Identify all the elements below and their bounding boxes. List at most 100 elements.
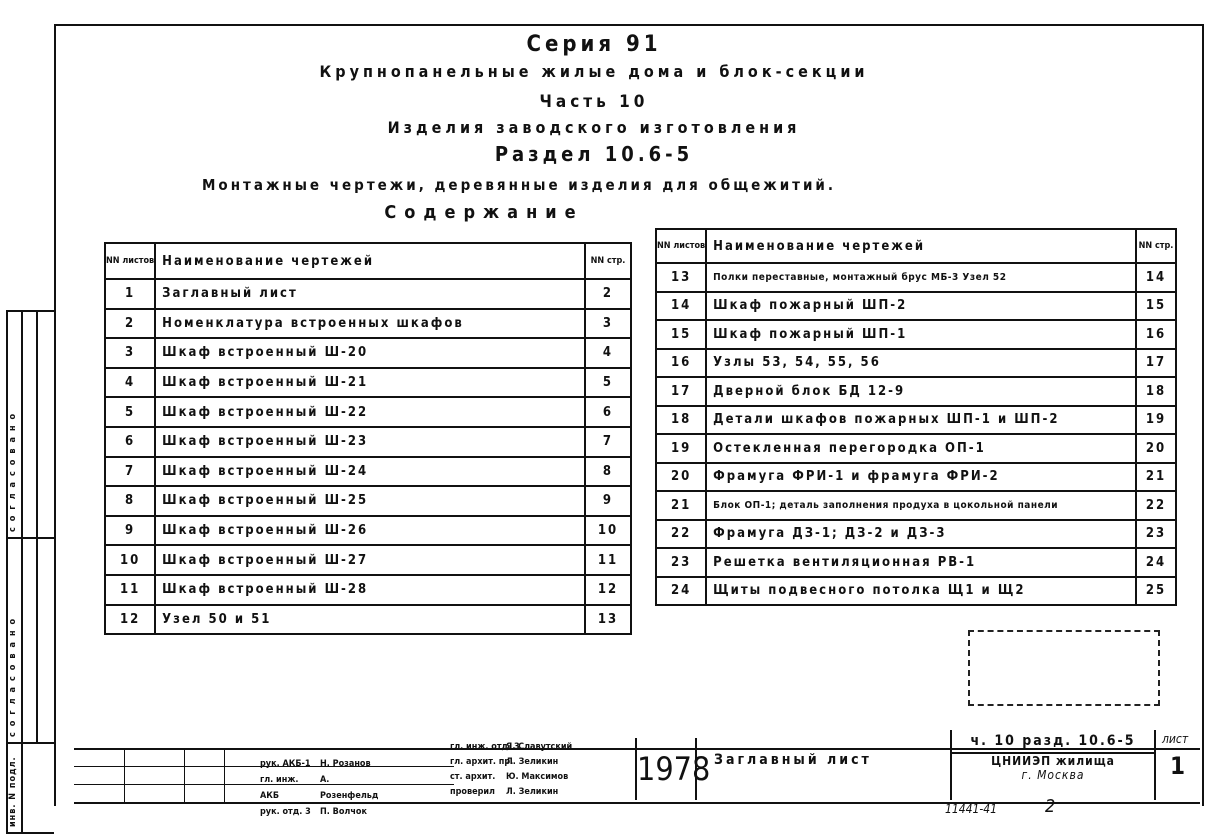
drawing-name: Фрамуга ФРИ-1 и фрамуга ФРИ-2	[705, 461, 1137, 492]
row-number: 5	[103, 396, 157, 428]
drawing-name: Детали шкафов пожарных ШП-1 и ШП-2	[705, 404, 1137, 435]
contents-table-right: NN листов Наименование чертежей NN стр. 13…	[654, 228, 1177, 606]
city: г. Москва	[1021, 768, 1085, 782]
sheet-number: 1	[1170, 752, 1186, 780]
col-name-header: Наименование чертежей	[154, 242, 586, 280]
drawing-name: Дверной блок БД 12-9	[705, 376, 1137, 407]
drawing-name: Шкаф встроенный Ш-21	[154, 366, 586, 399]
drawing-name: Блок ОП-1; деталь заполнения продуха в ц…	[705, 490, 1137, 521]
row-number: 8	[103, 485, 157, 517]
table-row: 6 Шкаф встроенный Ш-23 7	[103, 425, 632, 458]
row-number: 14	[654, 290, 708, 321]
page-number: 13	[584, 603, 632, 636]
drawing-name: Шкаф встроенный Ш-23	[154, 425, 586, 458]
drawing-name: Шкаф встроенный Ш-28	[154, 573, 586, 606]
table-row: 22 Фрамуга ДЗ-1; ДЗ-2 и ДЗ-3 23	[654, 518, 1177, 549]
col-num-header: NN листов	[103, 242, 157, 280]
page-number: 15	[1135, 290, 1177, 321]
name: А. Розенфельд	[320, 775, 379, 801]
role: рук. отд. 3	[260, 807, 311, 817]
row-number: 20	[654, 461, 708, 492]
page-number: 4	[584, 337, 632, 369]
table-row: 16 Узлы 53, 54, 55, 56 17	[654, 347, 1177, 378]
drawing-name: Шкаф встроенный Ш-26	[154, 514, 586, 547]
table-row: 20 Фрамуга ФРИ-1 и фрамуга ФРИ-2 21	[654, 461, 1177, 492]
name: Л. Зеликин	[506, 787, 559, 797]
drawing-name: Шкаф встроенный Ш-25	[154, 485, 586, 517]
code-block: ч. 10 разд. 10.6-5 ЦНИИЭП жилища г. Моск…	[950, 730, 1156, 800]
page-number: 25	[1135, 575, 1177, 606]
role: ст. архит.	[450, 772, 496, 782]
drawing-name: Шкаф пожарный ШП-1	[705, 319, 1137, 350]
table-row: 12 Узел 50 и 51 13	[103, 603, 632, 636]
table-row: 3 Шкаф встроенный Ш-20 4	[103, 337, 632, 369]
drawing-name: Заглавный лист	[154, 278, 586, 310]
col-name-header: Наименование чертежей	[705, 228, 1137, 264]
row-number: 17	[654, 376, 708, 407]
page-number: 20	[1135, 433, 1177, 464]
table-row: 2 Номенклатура встроенных шкафов 3	[103, 307, 632, 340]
row-number: 7	[103, 455, 157, 488]
doc-code: ч. 10 разд. 10.6-5	[952, 730, 1154, 754]
role: гл. архит. пр.	[450, 757, 514, 767]
drawing-name: Номенклатура встроенных шкафов	[154, 307, 586, 340]
page-number: 3	[584, 307, 632, 340]
page-number: 11	[584, 544, 632, 576]
organization: ЦНИИЭП жилища	[991, 754, 1115, 768]
page-number: 5	[584, 366, 632, 399]
title-block	[74, 748, 1200, 804]
drawing-name: Остекленная перегородка ОП-1	[705, 433, 1137, 464]
page-number: 10	[584, 514, 632, 547]
sheet-label: лист	[1162, 732, 1189, 746]
inventory-label: инв. N подл.	[8, 756, 18, 827]
subtitle: Монтажные чертежи, деревянные изделия дл…	[201, 176, 837, 194]
part: Часть 10	[539, 92, 649, 112]
drawing-name: Щиты подвесного потолка Щ1 и Щ2	[705, 575, 1137, 606]
drawing-name: Шкаф встроенный Ш-24	[154, 455, 586, 488]
drawing-name: Шкаф пожарный ШП-2	[705, 290, 1137, 321]
year: 1978	[635, 738, 710, 800]
role: проверил	[450, 787, 495, 797]
table-row: 19 Остекленная перегородка ОП-1 20	[654, 433, 1177, 464]
drawing-name: Узлы 53, 54, 55, 56	[705, 347, 1137, 378]
row-number: 4	[103, 366, 157, 399]
products: Изделия заводского изготовления	[387, 118, 801, 137]
row-number: 3	[103, 337, 157, 369]
doc-title: Крупнопанельные жилые дома и блок-секции	[319, 62, 869, 81]
page-number: 2	[1045, 796, 1056, 817]
table-row: 14 Шкаф пожарный ШП-2 15	[654, 290, 1177, 321]
drawing-frame	[54, 24, 1204, 806]
row-number: 19	[654, 433, 708, 464]
sheet-title: Заглавный лист	[714, 752, 872, 768]
table-row: 4 Шкаф встроенный Ш-21 5	[103, 366, 632, 399]
table-row: 13 Полки переставные, монтажный брус МБ-3…	[654, 262, 1177, 293]
page-number: 16	[1135, 319, 1177, 350]
page-number: 21	[1135, 461, 1177, 492]
page-number: 23	[1135, 518, 1177, 549]
col-page-header: NN стр.	[1135, 228, 1177, 264]
page-number: 7	[584, 425, 632, 458]
row-number: 12	[103, 603, 157, 636]
role: гл. инж. АКБ	[260, 775, 299, 801]
table-row: 8 Шкаф встроенный Ш-25 9	[103, 485, 632, 517]
drawing-name: Шкаф встроенный Ш-22	[154, 396, 586, 428]
col-num-header: NN листов	[654, 228, 708, 264]
page-number: 2	[584, 278, 632, 310]
row-number: 6	[103, 425, 157, 458]
series: Серия 91	[526, 32, 662, 57]
page-number: 24	[1135, 547, 1177, 578]
drawing-name: Шкаф встроенный Ш-20	[154, 337, 586, 369]
page-number: 22	[1135, 490, 1177, 521]
row-number: 16	[654, 347, 708, 378]
row-number: 23	[654, 547, 708, 578]
page-number: 17	[1135, 347, 1177, 378]
drawing-name: Узел 50 и 51	[154, 603, 586, 636]
name: Л. Зеликин	[506, 757, 559, 767]
row-number: 11	[103, 573, 157, 606]
table-row: 9 Шкаф встроенный Ш-26 10	[103, 514, 632, 547]
row-number: 22	[654, 518, 708, 549]
drawing-name: Шкаф встроенный Ш-27	[154, 544, 586, 576]
page-number: 9	[584, 485, 632, 517]
row-number: 15	[654, 319, 708, 350]
